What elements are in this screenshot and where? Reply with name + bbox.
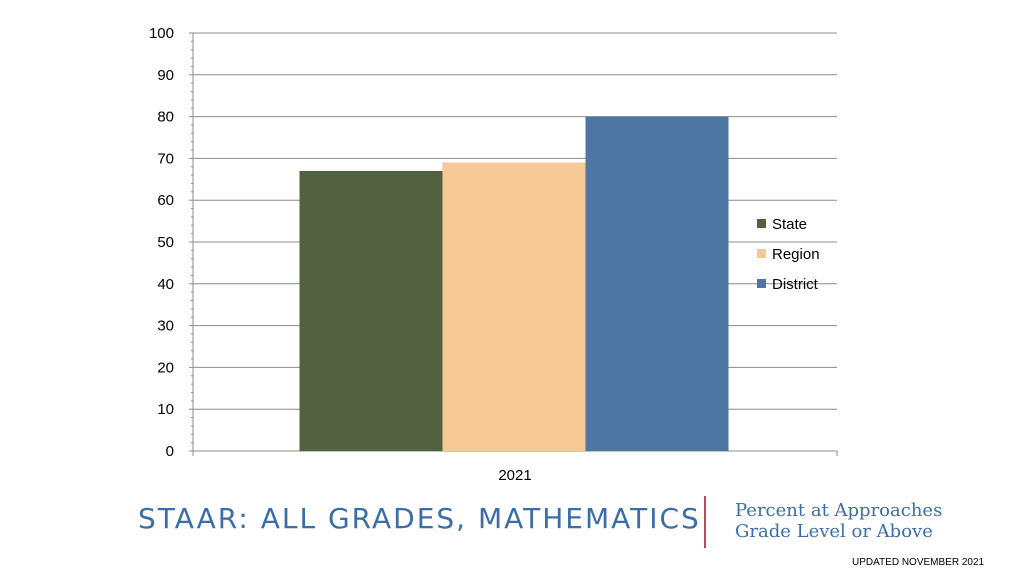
legend-swatch-state xyxy=(757,219,766,228)
y-tick-label: 50 xyxy=(157,234,174,251)
y-tick-label: 40 xyxy=(157,276,174,293)
legend-label-region: Region xyxy=(772,246,820,263)
bar-district xyxy=(585,116,729,451)
legend-swatch-region xyxy=(757,249,766,258)
legend-label-state: State xyxy=(772,216,807,233)
x-tick-label: 2021 xyxy=(498,467,531,484)
y-tick-label: 70 xyxy=(157,150,174,167)
y-tick-label: 100 xyxy=(149,25,174,42)
y-tick-label: 80 xyxy=(157,109,174,126)
y-tick-label: 60 xyxy=(157,192,174,209)
title-divider xyxy=(704,496,706,548)
slide-subtitle: Percent at Approaches Grade Level or Abo… xyxy=(735,500,965,542)
y-tick-label: 90 xyxy=(157,67,174,84)
subtitle-line-1: Percent at Approaches xyxy=(735,500,943,521)
slide-title: STAAR: ALL GRADES, MATHEMATICS xyxy=(138,502,701,535)
y-tick-label: 30 xyxy=(157,318,174,335)
legend-label-district: District xyxy=(772,276,819,293)
updated-note: UPDATED NOVEMBER 2021 xyxy=(852,557,985,568)
y-tick-label: 20 xyxy=(157,359,174,376)
subtitle-line-2: Grade Level or Above xyxy=(735,521,933,542)
y-tick-label: 0 xyxy=(166,443,174,460)
y-tick-label: 10 xyxy=(157,401,174,418)
bar-region xyxy=(442,162,586,451)
bar-chart: 0 10 20 30 40 50 60 70 80 90 100 2021 State Region Dis… xyxy=(149,25,838,484)
legend-swatch-district xyxy=(757,279,766,288)
bar-state xyxy=(299,170,443,451)
